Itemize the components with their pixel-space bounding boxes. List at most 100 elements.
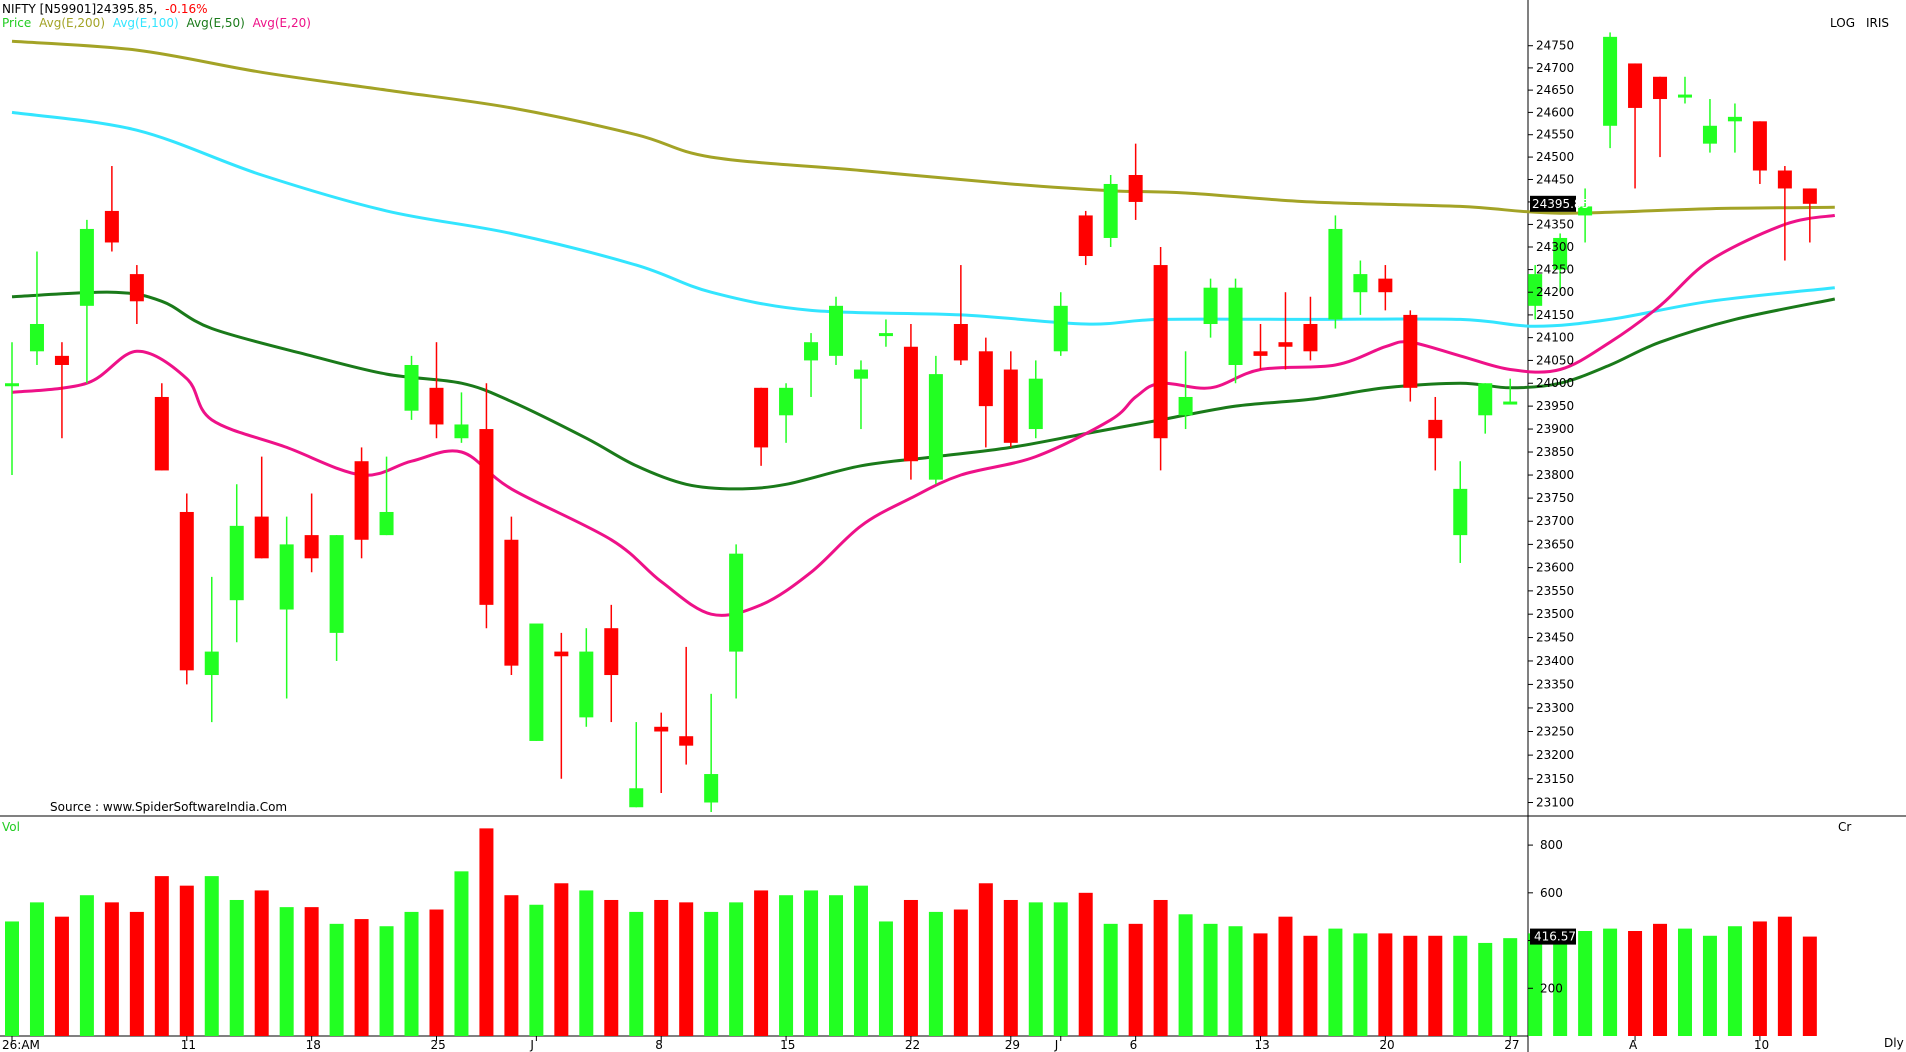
price-tick-label: 24000 [1536, 376, 1574, 390]
candle-body [629, 788, 644, 808]
ma-line-1 [11, 110, 1835, 328]
volume-bar [1578, 931, 1593, 1036]
candle-body [454, 424, 469, 439]
date-tick-label: 20 [1379, 1038, 1394, 1052]
candle-body [1203, 287, 1218, 324]
price-tick-label: 24450 [1536, 172, 1574, 186]
volume-bar [479, 828, 494, 1036]
price-tick-label: 23550 [1536, 584, 1574, 598]
volume-axis[interactable]: 200400600800416.57 [1528, 838, 1576, 995]
volume-bar [129, 911, 144, 1036]
candle-body [878, 333, 893, 337]
chart-header: NIFTY [N59901]24395.85, -0.16% [2, 2, 208, 16]
candle-body [1078, 215, 1093, 257]
volume-bars [5, 828, 1817, 1036]
volume-bar [1528, 933, 1543, 1036]
volume-bar [704, 911, 719, 1036]
candle-body [1603, 36, 1618, 126]
date-tick-label: J [529, 1038, 534, 1052]
volume-bar [204, 876, 219, 1036]
volume-bar [1752, 921, 1767, 1036]
candle-body [1403, 314, 1418, 388]
price-tick-label: 24700 [1536, 61, 1574, 75]
volume-bar [1802, 936, 1817, 1036]
price-axis[interactable]: 23100 23150 23200 23250 23300 23350 23400 23450… [1528, 39, 1589, 810]
candle-body [754, 387, 769, 448]
candle-body [1578, 206, 1593, 216]
legend-ema50: Avg(E,50) [186, 16, 245, 30]
price-tick-label: 23400 [1536, 654, 1574, 668]
date-tick-label: 10 [1754, 1038, 1769, 1052]
candle-body [1777, 170, 1792, 189]
date-tick-label: 27 [1504, 1038, 1519, 1052]
volume-bar [79, 895, 94, 1036]
volume-bar [903, 899, 918, 1036]
volume-bar [654, 899, 669, 1036]
volume-bar [878, 921, 893, 1036]
date-tick-label: 15 [780, 1038, 795, 1052]
candle-body [1228, 287, 1243, 365]
volume-bar [1203, 923, 1218, 1036]
volume-bar [354, 919, 369, 1036]
candle-body [1428, 419, 1443, 439]
candle-body [329, 535, 344, 633]
price-tick-label: 23250 [1536, 725, 1574, 739]
candle-body [1478, 383, 1493, 416]
candle-body [654, 726, 669, 732]
volume-bar [429, 909, 444, 1036]
ma-line-3 [11, 213, 1836, 617]
last-price-box [1530, 195, 1576, 212]
volume-bar [779, 895, 794, 1036]
candle-body [354, 461, 369, 540]
volume-bar [1378, 933, 1393, 1036]
candles [5, 32, 1817, 812]
candle-body [1278, 342, 1293, 347]
candle-body [554, 651, 569, 657]
volume-bar [1278, 916, 1293, 1036]
legend-ema200: Avg(E,200) [39, 16, 105, 30]
date-tick-label: 25 [430, 1038, 445, 1052]
candle-body [129, 274, 144, 302]
volume-unit: Cr [1838, 820, 1852, 834]
volume-bar [329, 923, 344, 1036]
volume-tick-label: 200 [1540, 981, 1563, 995]
candle-body [1178, 396, 1193, 416]
candle-body [229, 525, 244, 601]
candle-body [729, 553, 744, 652]
date-axis[interactable]: 26:AM 11 18 25 J 8 15 22 29 J 6 13 20 27 A 10 [2, 1036, 1769, 1052]
volume-bar [1228, 926, 1243, 1036]
date-tick-label: 13 [1255, 1038, 1270, 1052]
candle-body [404, 364, 419, 411]
volume-bar [1428, 935, 1443, 1036]
timeframe-label: Dly [1884, 1036, 1904, 1050]
candle-body [1453, 488, 1468, 536]
volume-bar [1677, 928, 1692, 1036]
candle-body [1677, 94, 1692, 98]
volume-bar [1078, 892, 1093, 1036]
candle-body [204, 651, 219, 676]
volume-label: Vol [2, 820, 20, 834]
log-toggle[interactable]: LOG [1830, 16, 1856, 30]
price-tick-label: 24250 [1536, 263, 1574, 277]
candle-body [804, 342, 819, 361]
candle-body [29, 323, 44, 352]
candle-body [779, 387, 794, 416]
moving-averages [11, 39, 1836, 617]
volume-bar [1053, 902, 1068, 1036]
candle-body [1053, 305, 1068, 352]
source-label: Source : www.SpiderSoftwareIndia.Com [50, 800, 288, 814]
legend-ema20: Avg(E,20) [252, 16, 311, 30]
price-tick-label: 24150 [1536, 308, 1574, 322]
volume-bar [1478, 942, 1493, 1036]
volume-bar [229, 899, 244, 1036]
price-tick-label: 23750 [1536, 491, 1574, 505]
price-tick-label: 24550 [1536, 128, 1574, 142]
volume-bar [29, 902, 44, 1036]
candle-body [1303, 323, 1318, 352]
candle-body [504, 539, 519, 666]
candle-body [154, 396, 169, 471]
volume-bar [304, 907, 319, 1036]
candle-body [279, 544, 294, 610]
date-tick-label: 22 [905, 1038, 920, 1052]
